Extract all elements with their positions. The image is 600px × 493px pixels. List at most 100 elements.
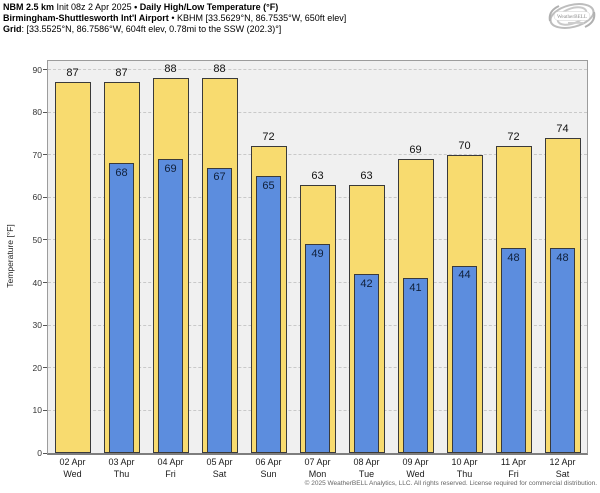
x-tick-date: 12 Apr xyxy=(549,457,576,467)
x-tick-date: 06 Apr xyxy=(255,457,282,467)
x-tick-day: Sat xyxy=(212,468,227,479)
bullet-separator: • xyxy=(134,2,140,12)
low-bar xyxy=(158,159,183,453)
y-tick-mark xyxy=(43,154,47,156)
x-tick-date: 07 Apr xyxy=(304,457,331,467)
low-bar xyxy=(305,244,330,453)
y-tick-label: 0 xyxy=(37,448,42,458)
gridline xyxy=(48,154,587,156)
y-tick-mark xyxy=(43,452,47,454)
y-tick-label: 50 xyxy=(32,234,42,245)
high-value-label: 72 xyxy=(262,131,275,144)
low-value-label: 68 xyxy=(115,166,128,179)
high-value-label: 87 xyxy=(66,67,79,80)
y-tick-mark xyxy=(43,409,47,411)
y-tick-mark xyxy=(43,69,47,71)
x-tick-day: Fri xyxy=(508,468,519,479)
low-bar xyxy=(501,248,526,453)
y-tick-label: 30 xyxy=(32,320,42,331)
low-value-label: 41 xyxy=(409,281,422,294)
grid-label: Grid xyxy=(3,23,22,34)
low-value-label: 48 xyxy=(556,251,569,264)
x-tick-date: 08 Apr xyxy=(353,457,380,467)
y-tick-label: 90 xyxy=(32,64,42,75)
x-tick-day: Thu xyxy=(113,468,130,479)
low-bar xyxy=(207,167,232,453)
x-tick-label: 02 Apr Wed xyxy=(48,457,98,480)
low-bar xyxy=(403,278,428,453)
low-value-label: 65 xyxy=(262,179,275,192)
low-value-label: 44 xyxy=(458,269,471,282)
grid-info: : [33.5525°N, 86.7586°W, 604ft elev, 0.7… xyxy=(21,23,282,34)
y-tick-label: 70 xyxy=(32,149,42,160)
x-tick-date: 05 Apr xyxy=(206,457,233,467)
x-tick-date: 10 Apr xyxy=(451,457,478,467)
x-tick-label: 08 Apr Tue xyxy=(342,457,392,480)
header-line-1: NBM 2.5 km Init 08z 2 Apr 2025 • Daily H… xyxy=(3,2,346,13)
x-tick-day: Thu xyxy=(456,468,473,479)
x-tick-day: Sun xyxy=(260,468,277,479)
y-tick-label: 40 xyxy=(32,277,42,288)
high-value-label: 69 xyxy=(409,144,422,156)
x-tick-label: 03 Apr Thu xyxy=(97,457,147,480)
low-bar xyxy=(109,163,134,453)
y-tick-label: 80 xyxy=(32,107,42,118)
high-value-label: 72 xyxy=(507,131,520,144)
y-tick-label: 60 xyxy=(32,192,42,203)
y-tick-label: 10 xyxy=(32,405,42,416)
plot-area: 68 69 67 65 49 42 41 44 48 48 xyxy=(47,60,588,455)
x-tick-date: 09 Apr xyxy=(402,457,429,467)
weatherbell-logo-icon: WeatherBELL xyxy=(548,3,596,29)
y-tick-mark xyxy=(43,324,47,326)
x-tick-day: Tue xyxy=(358,468,375,479)
low-value-label: 49 xyxy=(311,247,324,260)
high-value-label: 63 xyxy=(360,169,373,182)
high-value-label: 63 xyxy=(311,169,324,182)
low-value-label: 69 xyxy=(164,162,177,175)
gridline xyxy=(48,69,587,71)
x-tick-label: 09 Apr Wed xyxy=(391,457,441,480)
x-tick-label: 11 Apr Fri xyxy=(489,457,539,480)
low-value-label: 48 xyxy=(507,251,520,264)
product-title: Daily High/Low Temperature (°F) xyxy=(139,2,279,12)
y-axis-title: Temperature [°F] xyxy=(5,224,15,288)
high-value-label: 88 xyxy=(213,63,226,76)
x-tick-label: 12 Apr Sat xyxy=(538,457,588,480)
chart-header: NBM 2.5 km Init 08z 2 Apr 2025 • Daily H… xyxy=(3,2,346,34)
logo-text: WeatherBELL xyxy=(557,14,587,20)
header-line-3: Grid: [33.5525°N, 86.7586°W, 604ft elev,… xyxy=(3,24,346,35)
x-tick-day: Sat xyxy=(555,468,570,479)
x-tick-label: 10 Apr Thu xyxy=(440,457,490,480)
high-value-label: 74 xyxy=(556,122,569,135)
header-line-2: Birmingham-Shuttlesworth Int'l Airport •… xyxy=(3,13,346,24)
low-value-label: 42 xyxy=(360,277,373,290)
low-bar xyxy=(452,265,477,453)
x-tick-date: 02 Apr xyxy=(59,457,86,467)
x-tick-label: 05 Apr Sat xyxy=(195,457,245,480)
low-bar xyxy=(354,274,379,453)
x-tick-day: Fri xyxy=(165,468,176,479)
x-tick-label: 07 Apr Mon xyxy=(293,457,343,480)
y-tick-label: 20 xyxy=(32,362,42,373)
gridline xyxy=(48,111,587,113)
y-tick-mark xyxy=(43,239,47,241)
high-value-label: 70 xyxy=(458,139,471,152)
low-bar xyxy=(550,248,575,453)
model-name: NBM 2.5 km xyxy=(3,2,55,12)
high-value-label: 87 xyxy=(115,67,128,80)
x-tick-label: 04 Apr Fri xyxy=(146,457,196,480)
x-tick-day: Mon xyxy=(308,468,327,479)
high-value-label: 88 xyxy=(164,63,177,76)
y-tick-mark xyxy=(43,196,47,198)
station-name: Birmingham-Shuttlesworth Int'l Airport xyxy=(3,12,169,23)
x-tick-date: 11 Apr xyxy=(500,457,527,467)
copyright-notice: © 2025 WeatherBELL Analytics, LLC. All r… xyxy=(304,480,597,487)
y-tick-mark xyxy=(43,367,47,369)
x-tick-date: 04 Apr xyxy=(157,457,184,467)
x-tick-day: Wed xyxy=(406,468,425,479)
x-tick-date: 03 Apr xyxy=(108,457,135,467)
high-bar xyxy=(54,82,91,453)
station-info: KBHM [33.5629°N, 86.7535°W, 650ft elev] xyxy=(176,12,347,23)
y-tick-mark xyxy=(43,111,47,113)
init-time: Init 08z 2 Apr 2025 xyxy=(54,2,135,12)
